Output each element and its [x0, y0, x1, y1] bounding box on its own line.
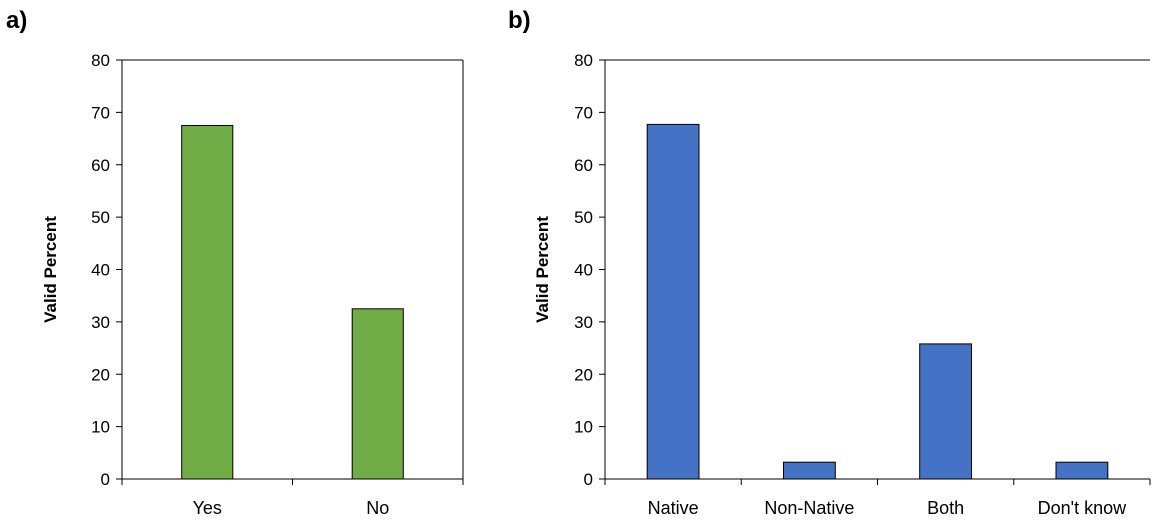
y-tick-label: 10 — [574, 418, 593, 437]
y-axis-title: Valid Percent — [533, 216, 552, 323]
bar-native — [646, 123, 700, 480]
chart-panel-b: b) 0 10 20 30 40 50 60 70 80 Native Non-Native Both D… — [508, 7, 1151, 518]
y-tick-label: 0 — [101, 470, 110, 489]
x-tick-label: Non-Native — [764, 498, 854, 518]
bar-no — [351, 308, 404, 480]
y-tick-label: 30 — [574, 313, 593, 332]
panel-label: b) — [508, 7, 531, 34]
y-tick-label: 20 — [91, 365, 110, 384]
bar-don-t-know — [1055, 461, 1109, 480]
y-tick-label: 30 — [91, 313, 110, 332]
y-tick-label: 40 — [91, 261, 110, 280]
y-tick-label: 50 — [574, 208, 593, 227]
y-tick-label: 70 — [574, 103, 593, 122]
y-tick-label: 10 — [91, 418, 110, 437]
y-tick-label: 60 — [91, 156, 110, 175]
bar-non-native — [783, 461, 836, 480]
y-tick-label: 50 — [91, 208, 110, 227]
x-tick-label: Native — [648, 498, 699, 518]
y-tick-label: 80 — [91, 51, 110, 70]
y-tick-label: 70 — [91, 103, 110, 122]
bar-yes — [181, 125, 234, 480]
bar-both — [919, 343, 973, 480]
chart-panel-a: a) 0 10 20 30 40 50 60 70 80 Yes No Valid Percent — [6, 7, 464, 518]
x-tick-label: No — [366, 498, 389, 518]
y-axis-title: Valid Percent — [41, 216, 60, 323]
y-tick-label: 80 — [574, 51, 593, 70]
y-tick-label: 0 — [584, 470, 593, 489]
x-tick-label: Yes — [193, 498, 222, 518]
y-tick-label: 60 — [574, 156, 593, 175]
y-tick-label: 40 — [574, 261, 593, 280]
y-tick-label: 20 — [574, 365, 593, 384]
panel-label: a) — [6, 7, 27, 34]
x-tick-label: Both — [927, 498, 964, 518]
x-tick-label: Don't know — [1038, 498, 1127, 518]
